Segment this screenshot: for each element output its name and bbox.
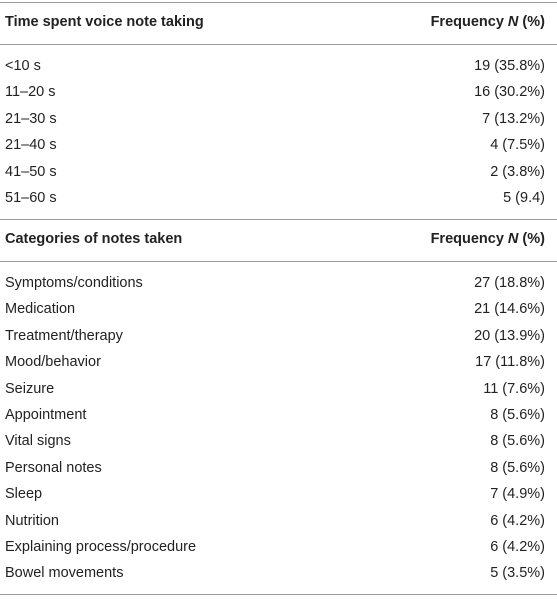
row-frequency: 6 (4.2%)	[490, 539, 545, 555]
row-label: Personal notes	[5, 459, 102, 476]
row-label: Nutrition	[5, 512, 59, 529]
row-label: Appointment	[5, 407, 87, 423]
header-part: (%)	[518, 14, 545, 30]
row-frequency: 20 (13.9%)	[474, 327, 545, 344]
row-frequency: 7 (13.2%)	[482, 110, 545, 127]
row-frequency: 5 (9.4)	[503, 190, 545, 206]
row-frequency: 27 (18.8%)	[474, 275, 545, 291]
row-frequency: 8 (5.6%)	[490, 459, 545, 476]
header-part: Frequency	[430, 14, 508, 30]
row-frequency: 5 (3.5%)	[490, 565, 545, 582]
row-label: Bowel movements	[5, 565, 124, 582]
row-frequency: 7 (4.9%)	[490, 486, 545, 503]
row-label: Symptoms/conditions	[5, 275, 143, 291]
row-label: Medication	[5, 301, 76, 318]
rule	[0, 219, 557, 220]
row-frequency: 8 (5.6%)	[490, 407, 545, 423]
row-label: 21–40 s	[5, 137, 57, 154]
row-label: Vital signs	[5, 433, 71, 450]
row-frequency: 8 (5.6%)	[490, 433, 545, 450]
header-part: N	[507, 231, 519, 247]
header-label: Time spent voice note taking	[5, 14, 204, 30]
row-label: Mood/behavior	[5, 354, 101, 371]
rule	[0, 594, 557, 595]
header-frequency: Frequency N (%)	[431, 12, 545, 32]
row-frequency: 4 (7.5%)	[490, 137, 545, 154]
row-frequency: 21 (14.6%)	[474, 301, 545, 318]
row-label: 41–50 s	[5, 163, 57, 180]
row-label: Sleep	[5, 486, 43, 503]
row-frequency: 17 (11.8%)	[475, 354, 545, 371]
header-part: Frequency	[430, 231, 508, 247]
rule	[0, 2, 557, 3]
row-label: Treatment/therapy	[5, 327, 123, 344]
header-frequency: Frequency N (%)	[431, 229, 545, 249]
row-label: 11–20 s	[5, 84, 56, 101]
row-frequency: 6 (4.2%)	[490, 512, 545, 529]
row-label: 51–60 s	[5, 190, 57, 206]
row-label: Explaining process/procedure	[5, 539, 197, 555]
row-label: 21–30 s	[5, 110, 57, 127]
rule	[0, 261, 557, 262]
row-frequency: 2 (3.8%)	[490, 163, 545, 180]
row-label: Seizure	[5, 380, 55, 397]
row-label: <10 s	[5, 58, 41, 74]
header-label: Categories of notes taken	[5, 231, 183, 247]
row-frequency: 11 (7.6%)	[483, 380, 545, 397]
header-part: (%)	[518, 231, 545, 247]
rule	[0, 44, 557, 45]
row-frequency: 16 (30.2%)	[474, 84, 545, 101]
row-frequency: 19 (35.8%)	[474, 58, 545, 74]
header-part: N	[507, 14, 519, 30]
